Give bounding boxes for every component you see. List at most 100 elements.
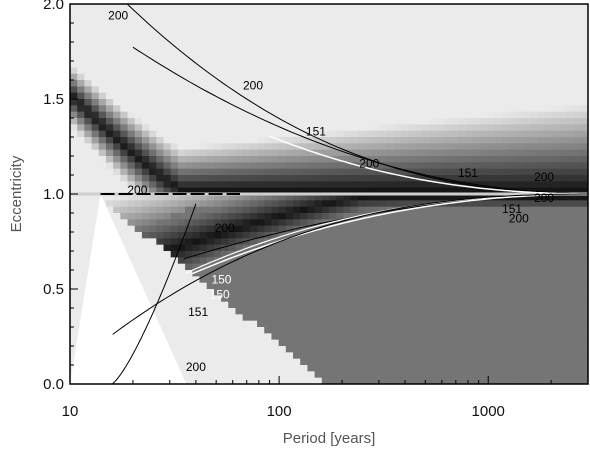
heatmap-cell [329, 67, 337, 75]
heatmap-cell [177, 54, 186, 62]
contour-label: 200 [534, 170, 554, 184]
heatmap-cell [552, 67, 560, 75]
heatmap-cell [379, 137, 388, 144]
heatmap-cell [472, 333, 481, 341]
heatmap-cell [257, 143, 265, 151]
heatmap-cell [487, 181, 496, 189]
heatmap-cell [516, 194, 524, 201]
heatmap-cell [264, 67, 273, 75]
heatmap-cell [422, 118, 431, 125]
heatmap-cell [480, 4, 488, 11]
heatmap-cell [221, 282, 229, 290]
heatmap-cell [70, 320, 78, 328]
heatmap-cell [408, 339, 416, 347]
heatmap-cell [480, 320, 488, 328]
heatmap-cell [314, 200, 323, 208]
heatmap-cell [235, 371, 244, 379]
heatmap-cell [271, 162, 280, 170]
heatmap-cell [141, 23, 150, 30]
heatmap-cell [141, 187, 150, 195]
heatmap-cell [523, 4, 532, 11]
heatmap-cell [242, 162, 251, 170]
heatmap-cell [480, 61, 488, 68]
heatmap-cell [393, 346, 402, 353]
heatmap-cell [501, 124, 510, 132]
heatmap-cell [307, 61, 316, 68]
heatmap-cell [487, 276, 496, 284]
heatmap-cell [552, 187, 560, 195]
heatmap-cell [257, 162, 265, 170]
heatmap-cell [235, 48, 244, 56]
heatmap-cell [221, 213, 229, 220]
heatmap-cell [228, 206, 237, 214]
heatmap-cell [321, 80, 330, 87]
heatmap-cell [472, 124, 481, 132]
heatmap-cell [343, 99, 352, 106]
heatmap-cell [278, 149, 287, 157]
heatmap-cell [508, 23, 517, 30]
heatmap-cell [113, 99, 121, 106]
heatmap-cell [451, 327, 460, 334]
heatmap-cell [436, 61, 445, 68]
heatmap-cell [177, 320, 186, 328]
heatmap-cell [523, 42, 532, 49]
heatmap-cell [163, 111, 172, 119]
heatmap-cell [537, 54, 546, 62]
heatmap-cell [566, 194, 575, 201]
heatmap-cell [508, 137, 517, 144]
heatmap-cell [307, 99, 316, 106]
heatmap-cell [379, 194, 388, 201]
heatmap-cell [156, 301, 165, 309]
heatmap-cell [429, 105, 438, 113]
heatmap-cell [544, 86, 553, 94]
heatmap-cell [400, 333, 409, 341]
heatmap-cell [487, 282, 496, 290]
heatmap-cell [249, 206, 258, 214]
heatmap-cell [141, 35, 150, 43]
heatmap-cell [149, 111, 157, 119]
heatmap-cell [393, 149, 402, 157]
heatmap-cell [487, 320, 496, 328]
heatmap-cell [105, 143, 114, 151]
heatmap-cell [429, 238, 438, 246]
heatmap-cell [77, 92, 85, 100]
heatmap-cell [451, 232, 460, 239]
heatmap-cell [566, 118, 575, 125]
heatmap-cell [185, 251, 193, 258]
heatmap-cell [429, 333, 438, 341]
heatmap-cell [566, 23, 575, 30]
heatmap-cell [530, 320, 539, 328]
heatmap-cell [487, 270, 496, 277]
heatmap-cell [444, 143, 452, 151]
heatmap-cell [429, 377, 438, 384]
heatmap-cell [113, 111, 121, 119]
heatmap-cell [436, 10, 445, 18]
heatmap-cell [357, 99, 366, 106]
heatmap-cell [350, 42, 359, 49]
heatmap-cell [444, 232, 452, 239]
heatmap-cell [350, 270, 359, 277]
heatmap-cell [480, 118, 488, 125]
heatmap-cell [321, 251, 330, 258]
heatmap-cell [77, 187, 85, 195]
heatmap-cell [213, 301, 222, 309]
heatmap-cell [98, 156, 107, 163]
heatmap-cell [271, 99, 280, 106]
heatmap-cell [249, 295, 258, 303]
heatmap-cell [487, 213, 496, 220]
heatmap-cell [91, 149, 100, 157]
heatmap-cell [285, 270, 294, 277]
heatmap-cell [422, 35, 431, 43]
heatmap-cell [386, 225, 395, 233]
heatmap-cell [444, 333, 452, 341]
heatmap-cell [321, 124, 330, 132]
heatmap-cell [552, 200, 560, 208]
heatmap-cell [321, 168, 330, 176]
heatmap-cell [444, 137, 452, 144]
heatmap-cell [573, 295, 582, 303]
heatmap-cell [278, 244, 287, 252]
heatmap-cell [113, 16, 121, 24]
heatmap-cell [429, 206, 438, 214]
heatmap-cell [91, 213, 100, 220]
heatmap-cell [372, 377, 380, 384]
